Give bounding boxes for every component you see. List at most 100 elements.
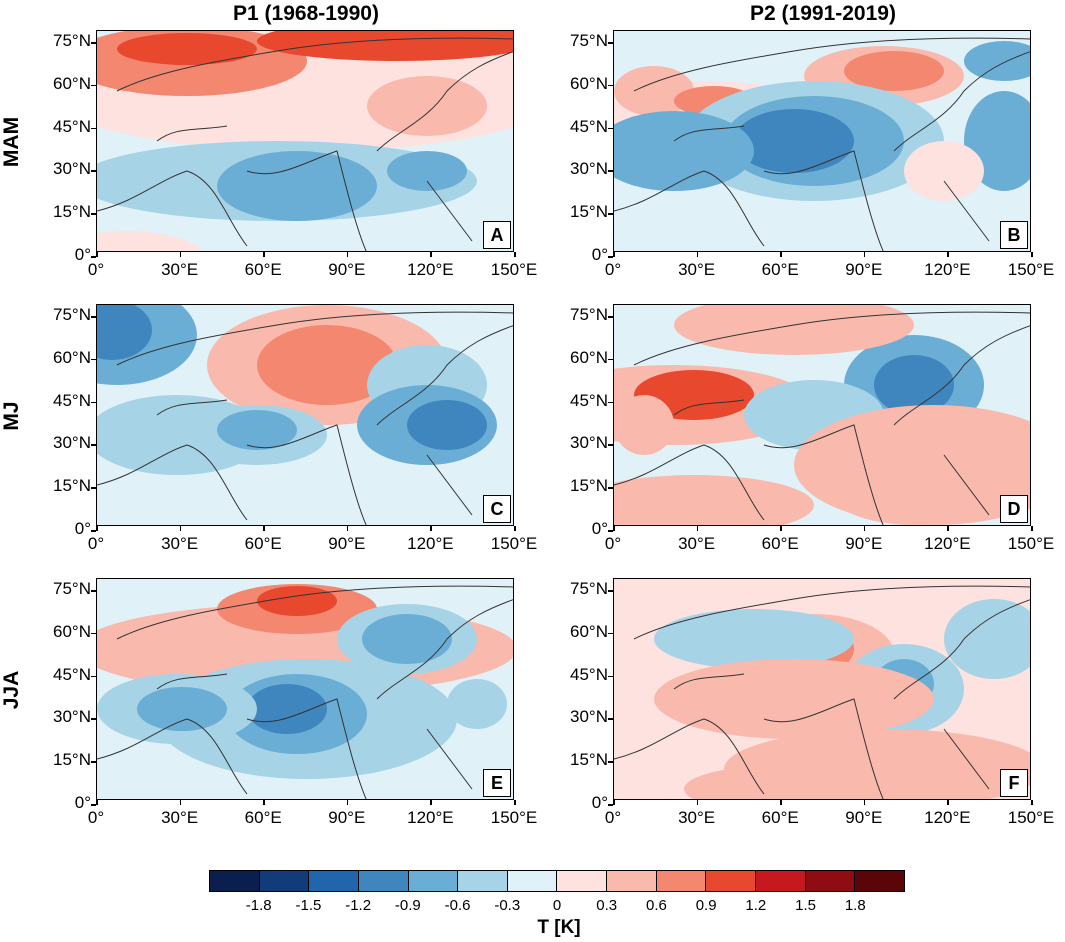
anomaly-region <box>247 684 327 734</box>
anomaly-region <box>97 305 152 360</box>
y-tick-mark <box>608 170 613 172</box>
y-tick-label: 15°N <box>53 750 91 770</box>
y-tick-label: 30°N <box>53 433 91 453</box>
colorbar-segment <box>210 871 260 891</box>
x-tick-mark <box>179 252 182 257</box>
x-tick-label: 120°E <box>407 534 454 553</box>
x-tick-label: 150°E <box>1007 260 1055 279</box>
y-tick-label: 0° <box>74 245 91 264</box>
map-panel-f: F <box>613 578 1031 800</box>
y-tick-mark <box>608 530 613 532</box>
temperature-anomaly-field <box>614 305 1030 525</box>
row-title-mam: MAM <box>0 116 23 168</box>
x-tick-mark <box>696 252 699 257</box>
colorbar-tick-label: -0.6 <box>444 897 471 914</box>
anomaly-region <box>654 609 854 669</box>
column-title-p2: P2 (1991-2019) <box>750 2 896 25</box>
colorbar-tick-label: -1.8 <box>245 897 272 914</box>
anomaly-region <box>614 111 754 191</box>
x-tick-label: 150°E <box>1007 808 1055 827</box>
y-tick-mark <box>608 444 613 446</box>
x-tick-label: 120°E <box>924 808 971 827</box>
y-tick-mark <box>91 42 96 44</box>
y-tick-mark <box>91 316 96 318</box>
y-tick-mark <box>608 487 613 489</box>
temperature-anomaly-field <box>614 579 1030 799</box>
colorbar-tick-label: 0 <box>552 897 562 914</box>
colorbar-segment <box>706 871 757 891</box>
anomaly-region <box>137 687 227 731</box>
y-tick-label: 75°N <box>53 305 91 324</box>
anomaly-region <box>362 614 452 664</box>
y-tick-mark <box>91 127 96 130</box>
y-tick-mark <box>608 256 613 258</box>
y-tick-mark <box>91 256 96 258</box>
anomaly-region <box>944 599 1030 679</box>
anomaly-region <box>904 141 984 201</box>
x-tick-mark <box>1031 526 1033 531</box>
y-tick-label: 60°N <box>570 621 608 641</box>
x-tick-mark <box>96 800 98 805</box>
y-tick-mark <box>91 590 96 592</box>
x-tick-label: 0° <box>604 534 622 553</box>
y-tick-label: 30°N <box>570 433 608 453</box>
y-tick-mark <box>608 84 613 87</box>
x-tick-label: 0° <box>87 534 105 553</box>
panel-label: B <box>1000 221 1028 249</box>
colorbar-label: T [K] <box>537 917 581 938</box>
anomaly-region <box>217 410 297 450</box>
x-tick-label: 60°E <box>244 260 282 279</box>
x-tick-label: 120°E <box>407 260 454 279</box>
x-tick-mark <box>514 526 516 531</box>
y-tick-label: 30°N <box>570 159 608 179</box>
x-tick-label: 0° <box>604 808 622 827</box>
anomaly-region <box>447 679 507 729</box>
x-tick-label: 30°E <box>161 534 199 553</box>
y-tick-mark <box>91 675 96 678</box>
x-tick-label: 90°E <box>845 260 883 279</box>
x-tick-mark <box>430 526 432 531</box>
y-tick-label: 0° <box>74 519 91 538</box>
map-panel-e: E <box>96 578 514 800</box>
x-tick-label: 60°E <box>761 534 799 553</box>
y-tick-label: 15°N <box>53 476 91 496</box>
x-tick-label: 90°E <box>328 260 366 279</box>
x-tick-mark <box>346 526 349 531</box>
x-tick-label: 90°E <box>845 534 883 553</box>
x-tick-mark <box>346 252 349 257</box>
coastline <box>614 37 1030 251</box>
colorbar-tick-label: 0.6 <box>645 897 667 914</box>
x-tick-label: 30°E <box>678 534 716 553</box>
x-tick-label: 120°E <box>924 534 971 553</box>
x-tick-mark <box>613 800 615 805</box>
x-tick-label: 60°E <box>244 808 282 827</box>
x-tick-mark <box>947 526 949 531</box>
x-tick-mark <box>613 252 615 257</box>
anomaly-region <box>614 66 694 116</box>
x-tick-label: 30°E <box>678 808 716 827</box>
column-title-p1: P1 (1968-1990) <box>233 2 379 25</box>
colorbar-segment <box>259 871 310 891</box>
coastline <box>614 311 1030 525</box>
x-tick-mark <box>947 800 949 805</box>
y-tick-mark <box>91 84 96 87</box>
y-tick-label: 15°N <box>570 202 608 222</box>
colorbar-segment <box>507 871 558 891</box>
y-tick-mark <box>91 718 96 720</box>
y-tick-label: 60°N <box>570 73 608 93</box>
y-tick-label: 75°N <box>53 31 91 50</box>
x-tick-label: 0° <box>87 260 105 279</box>
y-tick-label: 45°N <box>53 390 91 410</box>
y-tick-mark <box>608 42 613 44</box>
anomaly-region <box>654 659 934 739</box>
colorbar <box>209 870 905 892</box>
x-tick-label: 90°E <box>845 808 883 827</box>
colorbar-segment <box>607 871 657 891</box>
x-tick-mark <box>263 800 265 805</box>
x-tick-label: 30°E <box>161 808 199 827</box>
x-tick-label: 120°E <box>924 260 971 279</box>
colorbar-tick-label: -1.2 <box>345 897 372 914</box>
x-tick-mark <box>1031 800 1033 805</box>
anomaly-region <box>257 325 397 405</box>
row-title-mj: MJ <box>0 401 23 431</box>
